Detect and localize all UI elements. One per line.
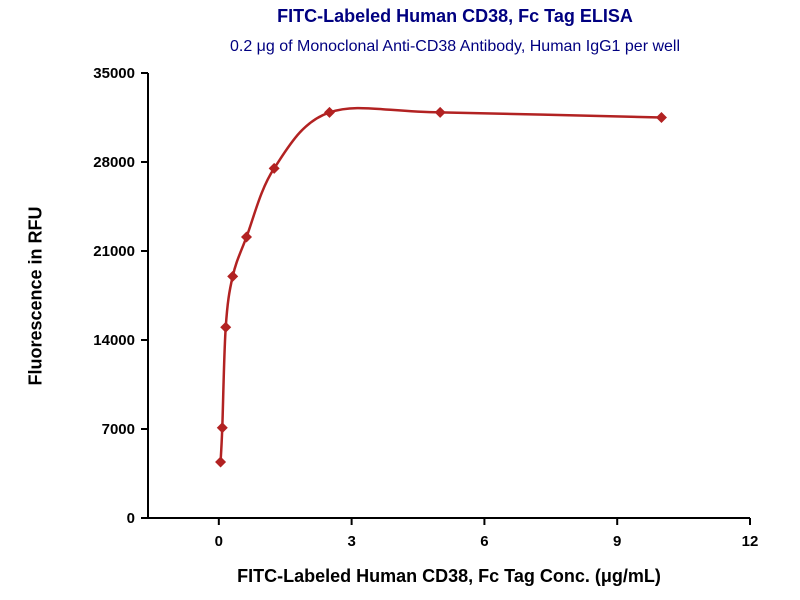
data-point-marker: [655, 112, 667, 123]
data-point-marker: [268, 162, 280, 174]
data-point-marker: [434, 106, 446, 118]
data-point-marker: [216, 422, 228, 434]
y-tick-label: 28000: [93, 154, 135, 171]
y-tick-label: 14000: [93, 332, 135, 349]
y-tick-label: 0: [127, 510, 135, 527]
data-point-marker: [227, 270, 239, 282]
data-point-marker: [240, 231, 252, 243]
x-tick-label: 6: [480, 533, 488, 550]
x-axis-label: FITC-Labeled Human CD38, Fc Tag Conc. (μ…: [237, 566, 661, 586]
data-point-marker: [215, 456, 227, 468]
data-curve: [219, 106, 662, 463]
x-tick-label: 3: [347, 533, 355, 550]
y-tick-label: 35000: [93, 65, 135, 82]
data-point-marker: [323, 106, 335, 118]
y-tick-label: 7000: [102, 421, 135, 438]
x-tick-label: 9: [613, 533, 621, 550]
y-tick-label: 21000: [93, 243, 135, 260]
data-point-marker: [220, 321, 232, 333]
chart-title: FITC-Labeled Human CD38, Fc Tag ELISA: [277, 6, 633, 26]
chart-subtitle: 0.2 μg of Monoclonal Anti-CD38 Antibody,…: [229, 38, 681, 55]
x-tick-label: 0: [215, 533, 223, 550]
x-tick-label: 12: [742, 533, 759, 550]
